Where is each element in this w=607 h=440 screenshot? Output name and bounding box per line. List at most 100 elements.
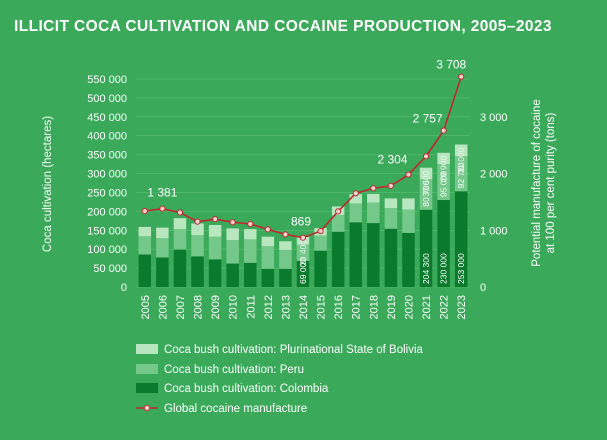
cocaine-point — [159, 205, 166, 212]
legend-label: Coca bush cultivation: Colombia — [164, 383, 329, 395]
line-value-label: 869 — [291, 215, 311, 229]
bar-value-label-peru: 92 784 — [456, 162, 466, 188]
y-tick-label: 450 000 — [87, 112, 127, 124]
bar-peru — [226, 240, 239, 264]
line-value-label: 3 708 — [436, 58, 466, 72]
bar-peru — [244, 239, 257, 263]
cocaine-point — [405, 171, 412, 178]
bar-colombia — [402, 232, 415, 287]
bar-value-label-peru: 95 000 — [439, 171, 449, 197]
bar-colombia — [454, 191, 468, 287]
x-tick-label: 2014 — [298, 295, 310, 319]
y2-axis-title-line: Potential manufacture of cocaine — [531, 99, 543, 267]
cocaine-point — [194, 218, 201, 225]
cocaine-point — [141, 208, 148, 215]
y2-axis-title: Potential manufacture of cocaine at 100 p… — [531, 99, 557, 267]
bar-bolivia — [138, 226, 152, 237]
bar-colombia — [279, 268, 292, 287]
bar-peru — [402, 209, 415, 233]
cocaine-point — [229, 219, 236, 226]
x-tick-label: 2019 — [386, 295, 398, 319]
line-value-label: 2 304 — [377, 153, 407, 167]
x-tick-label: 2023 — [456, 295, 468, 319]
bar-colombia — [261, 268, 275, 287]
bar-peru — [437, 164, 450, 201]
bar-colombia — [384, 228, 398, 287]
bar-bolivia — [173, 218, 187, 230]
bar-bolivia — [156, 227, 169, 239]
bar-peru — [173, 229, 187, 250]
bar-colombia — [331, 231, 345, 287]
x-tick-label: 2022 — [439, 295, 451, 319]
cocaine-point — [440, 127, 447, 134]
bar-value-label-bolivia: 31 000 — [456, 147, 466, 173]
cocaine-point — [370, 185, 377, 192]
x-tick-label: 2005 — [140, 295, 152, 319]
y-tick-label: 150 000 — [87, 225, 127, 237]
bar-peru — [261, 246, 275, 269]
x-tick-label: 2017 — [351, 295, 363, 319]
bar-bolivia — [437, 152, 450, 165]
cocaine-point — [352, 190, 359, 197]
cocaine-point — [335, 208, 342, 215]
bar-colombia — [314, 250, 327, 287]
chart-title: ILLICIT COCA CULTIVATION AND COCAINE PRO… — [14, 18, 552, 35]
line-value-label: 2 757 — [413, 112, 443, 126]
y2-tick-label: 1 000 — [480, 225, 508, 237]
bar-peru — [314, 235, 327, 251]
legend-label: Coca bush cultivation: Plurinational Sta… — [164, 344, 424, 356]
bar-bolivia — [402, 198, 415, 210]
x-tick-label: 2010 — [228, 295, 240, 319]
cocaine-point — [458, 73, 465, 80]
bar-colombia — [367, 223, 380, 287]
bar-value-label-colombia: 253 000 — [456, 253, 466, 284]
bar-colombia — [208, 259, 222, 287]
bar-colombia — [419, 209, 433, 287]
cocaine-point — [264, 226, 271, 233]
bar-colombia — [349, 222, 362, 287]
bar-value-label-colombia: 69 000 — [298, 258, 308, 284]
cocaine-point — [176, 209, 184, 216]
x-tick-label: 2018 — [368, 295, 380, 319]
bar-bolivia — [419, 167, 433, 180]
legend-label: Coca bush cultivation: Peru — [164, 364, 304, 376]
bar-bolivia — [454, 144, 468, 157]
bar-bolivia — [191, 223, 204, 236]
bar-colombia — [226, 263, 239, 287]
y-tick-label: 350 000 — [87, 150, 127, 162]
y-tick-label: 100 000 — [87, 244, 127, 256]
bar-value-label-colombia: 204 300 — [421, 253, 431, 284]
bar-peru — [367, 202, 380, 224]
cocaine-point — [422, 153, 430, 160]
x-tick-label: 2008 — [193, 295, 205, 319]
cocaine-point — [212, 216, 219, 223]
bar-colombia — [138, 254, 152, 287]
bar-peru — [138, 236, 152, 255]
bar-peru — [191, 235, 204, 257]
cocaine-point — [317, 227, 324, 235]
bar-bolivia — [261, 236, 275, 247]
cocaine-point — [299, 234, 307, 241]
x-tick-label: 2007 — [175, 295, 187, 319]
bar-colombia — [437, 200, 450, 287]
x-tick-label: 2011 — [245, 295, 257, 319]
legend-swatch-bolivia — [136, 344, 158, 354]
bar-peru — [279, 249, 292, 269]
x-tick-label: 2020 — [403, 295, 415, 319]
line-value-label: 1 381 — [147, 186, 177, 200]
bar-bolivia — [226, 228, 239, 241]
y-tick-label: 200 000 — [87, 206, 127, 218]
bar-colombia — [173, 249, 187, 287]
bar-peru — [419, 179, 433, 210]
y-tick-label: 500 000 — [87, 93, 127, 105]
bar-bolivia — [367, 193, 380, 203]
bar-value-label-bolivia: 29 900 — [439, 156, 449, 182]
y-axis-title: Coca cultivation (hectares) — [42, 116, 54, 252]
legend-swatch-colombia — [136, 383, 158, 393]
x-tick-label: 2009 — [210, 295, 222, 319]
x-tick-label: 2013 — [280, 295, 292, 319]
x-tick-label: 2021 — [421, 295, 433, 319]
y-tick-label: 250 000 — [87, 187, 127, 199]
bar-bolivia — [349, 194, 362, 204]
